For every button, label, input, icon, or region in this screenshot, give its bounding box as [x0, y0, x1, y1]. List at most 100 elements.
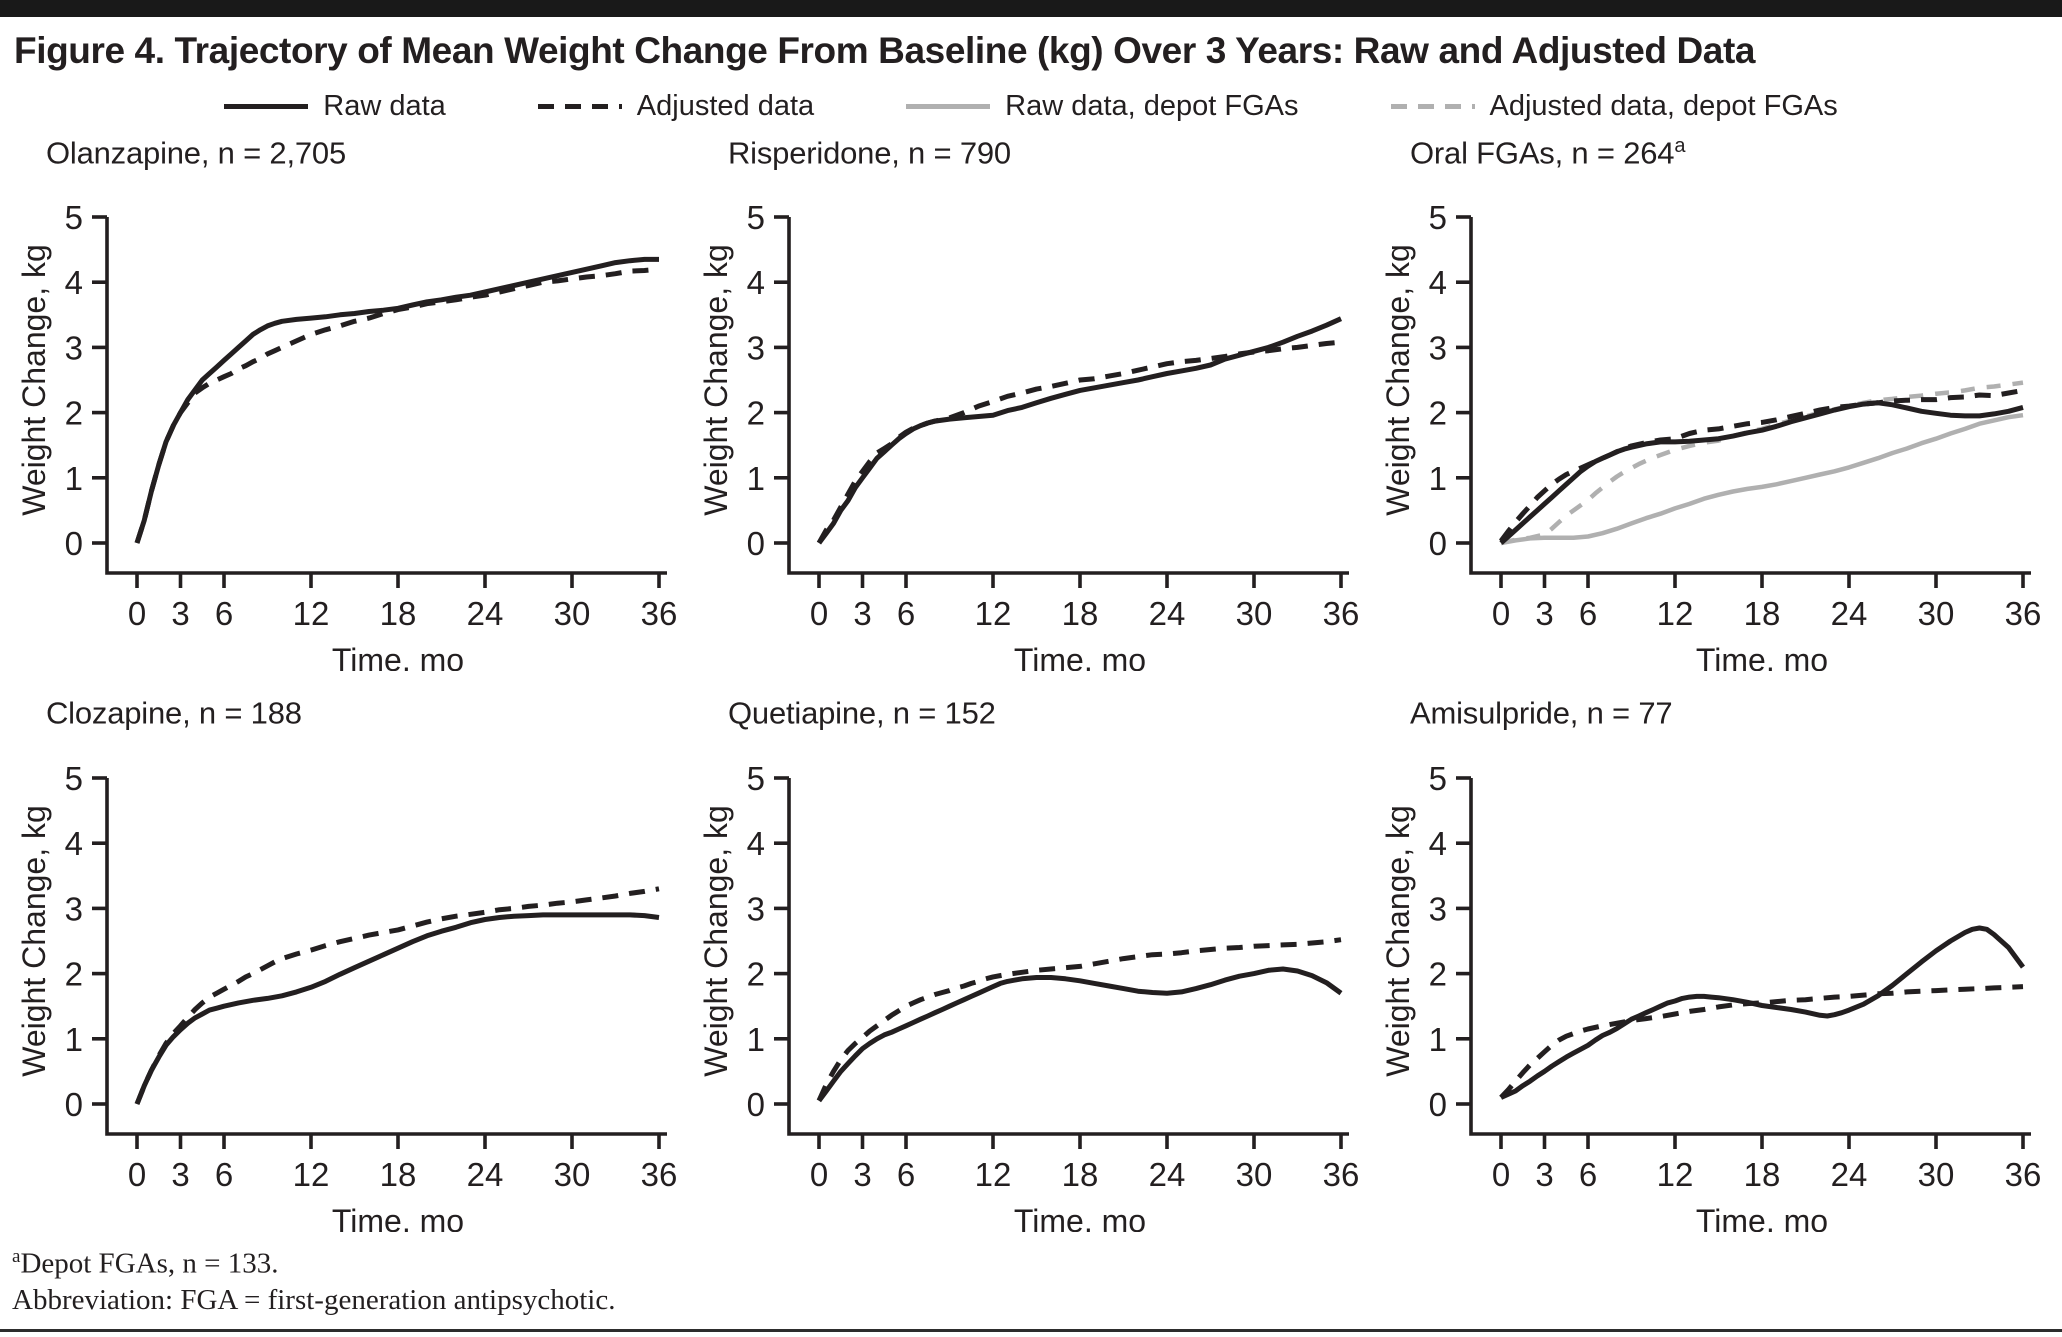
svg-text:36: 36 — [641, 1156, 678, 1193]
svg-text:24: 24 — [467, 1156, 504, 1193]
svg-text:2: 2 — [1429, 955, 1447, 992]
svg-text:1: 1 — [1429, 460, 1447, 497]
svg-text:3: 3 — [1535, 1156, 1553, 1193]
footnote-depot-fgas: aDepot FGAs, n = 133. — [12, 1245, 279, 1280]
legend-item-raw-data: Raw data — [224, 90, 446, 123]
svg-text:0: 0 — [810, 595, 828, 632]
svg-text:36: 36 — [2005, 1156, 2042, 1193]
svg-text:3: 3 — [171, 1156, 189, 1193]
svg-text:Time, mo: Time, mo — [1014, 1203, 1146, 1232]
svg-text:2: 2 — [747, 955, 765, 992]
svg-text:0: 0 — [65, 525, 83, 562]
svg-text:30: 30 — [554, 1156, 591, 1193]
legend-line-raw-data-icon — [224, 104, 309, 109]
bottom-rule — [0, 1329, 2062, 1332]
legend-label-adjusted-depot: Adjusted data, depot FGAs — [1489, 90, 1838, 122]
svg-text:0: 0 — [65, 1086, 83, 1123]
svg-text:4: 4 — [747, 825, 765, 862]
svg-text:18: 18 — [380, 595, 417, 632]
svg-text:2: 2 — [65, 955, 83, 992]
svg-text:3: 3 — [747, 890, 765, 927]
svg-text:3: 3 — [853, 595, 871, 632]
panel-amisulpride: Amisulpride, n = 77 0 1 2 3 4 5 0 3 6 12 18 24 30 36 W… — [1372, 687, 2054, 1232]
panel-title-olanzapine: Olanzapine, n = 2,705 — [46, 135, 347, 171]
svg-text:3: 3 — [65, 330, 83, 367]
svg-text:Time, mo: Time, mo — [1014, 642, 1146, 671]
svg-text:0: 0 — [747, 525, 765, 562]
svg-text:30: 30 — [1236, 1156, 1273, 1193]
svg-text:5: 5 — [747, 199, 765, 236]
svg-text:18: 18 — [1062, 595, 1099, 632]
svg-text:Time, mo: Time, mo — [1696, 642, 1828, 671]
svg-text:3: 3 — [1429, 890, 1447, 927]
svg-text:0: 0 — [747, 1086, 765, 1123]
svg-text:1: 1 — [65, 1020, 83, 1057]
svg-text:6: 6 — [897, 1156, 915, 1193]
svg-text:30: 30 — [1918, 595, 1955, 632]
svg-text:2: 2 — [747, 395, 765, 432]
legend-label-adjusted-data: Adjusted data — [636, 90, 815, 122]
svg-text:1: 1 — [1429, 1020, 1447, 1057]
panel-title-risperidone: Risperidone, n = 790 — [728, 135, 1011, 171]
panel-title-oral-fgas: Oral FGAs, n = 264a — [1410, 135, 1686, 171]
legend-line-raw-depot-icon — [906, 104, 991, 109]
panel-clozapine: Clozapine, n = 188 0 1 2 3 4 5 0 3 6 12 18 24 30 36 We… — [8, 687, 690, 1232]
svg-text:6: 6 — [1579, 1156, 1597, 1193]
svg-text:24: 24 — [467, 595, 504, 632]
svg-text:3: 3 — [747, 330, 765, 367]
svg-text:4: 4 — [1429, 265, 1447, 302]
svg-text:24: 24 — [1831, 595, 1868, 632]
chart-grid: Olanzapine, n = 2,705 0 1 2 3 4 5 0 3 6 12 18 24 30 3… — [0, 127, 2062, 1232]
svg-text:30: 30 — [554, 595, 591, 632]
svg-text:2: 2 — [65, 395, 83, 432]
legend-line-adjusted-data-icon — [537, 104, 622, 109]
svg-text:18: 18 — [1744, 1156, 1781, 1193]
legend-item-adjusted-data: Adjusted data — [537, 90, 815, 123]
svg-text:Weight Change, kg: Weight Change, kg — [1383, 805, 1416, 1077]
svg-text:12: 12 — [1657, 595, 1694, 632]
svg-text:0: 0 — [1492, 595, 1510, 632]
footnote-abbreviation: Abbreviation: FGA = first-generation ant… — [12, 1284, 616, 1317]
svg-text:0: 0 — [128, 595, 146, 632]
svg-text:30: 30 — [1918, 1156, 1955, 1193]
panel-title-amisulpride: Amisulpride, n = 77 — [1410, 695, 1673, 731]
svg-text:12: 12 — [975, 595, 1012, 632]
svg-text:0: 0 — [810, 1156, 828, 1193]
svg-text:5: 5 — [747, 760, 765, 797]
svg-text:6: 6 — [897, 595, 915, 632]
svg-text:4: 4 — [747, 265, 765, 302]
panel-quetiapine: Quetiapine, n = 152 0 1 2 3 4 5 0 3 6 12 18 24 30 36 W… — [690, 687, 1372, 1232]
svg-text:36: 36 — [641, 595, 678, 632]
footnotes: aDepot FGAs, n = 133. Abbreviation: FGA … — [12, 1238, 2062, 1320]
svg-text:1: 1 — [65, 460, 83, 497]
svg-text:Time, mo: Time, mo — [332, 1203, 464, 1232]
svg-text:4: 4 — [1429, 825, 1447, 862]
svg-text:1: 1 — [747, 460, 765, 497]
svg-text:5: 5 — [1429, 760, 1447, 797]
svg-text:1: 1 — [747, 1020, 765, 1057]
svg-text:18: 18 — [1062, 1156, 1099, 1193]
legend-line-adjusted-depot-icon — [1390, 104, 1475, 109]
svg-text:12: 12 — [975, 1156, 1012, 1193]
legend-item-raw-depot: Raw data, depot FGAs — [906, 90, 1299, 123]
svg-text:2: 2 — [1429, 395, 1447, 432]
svg-text:4: 4 — [65, 825, 83, 862]
svg-text:24: 24 — [1831, 1156, 1868, 1193]
svg-text:Weight Change, kg: Weight Change, kg — [701, 245, 734, 517]
panel-title-clozapine: Clozapine, n = 188 — [46, 695, 302, 731]
svg-text:0: 0 — [1429, 525, 1447, 562]
svg-text:0: 0 — [1492, 1156, 1510, 1193]
svg-text:3: 3 — [1535, 595, 1553, 632]
legend-label-raw-depot: Raw data, depot FGAs — [1005, 90, 1299, 122]
svg-text:3: 3 — [171, 595, 189, 632]
svg-text:4: 4 — [65, 265, 83, 302]
top-rule-bar — [0, 0, 2062, 17]
panel-risperidone: Risperidone, n = 790 0 1 2 3 4 5 0 3 6 12 18 24 30 36… — [690, 127, 1372, 671]
svg-text:6: 6 — [215, 595, 233, 632]
svg-text:3: 3 — [65, 890, 83, 927]
panel-olanzapine: Olanzapine, n = 2,705 0 1 2 3 4 5 0 3 6 12 18 24 30 3… — [8, 127, 690, 671]
svg-text:6: 6 — [1579, 595, 1597, 632]
